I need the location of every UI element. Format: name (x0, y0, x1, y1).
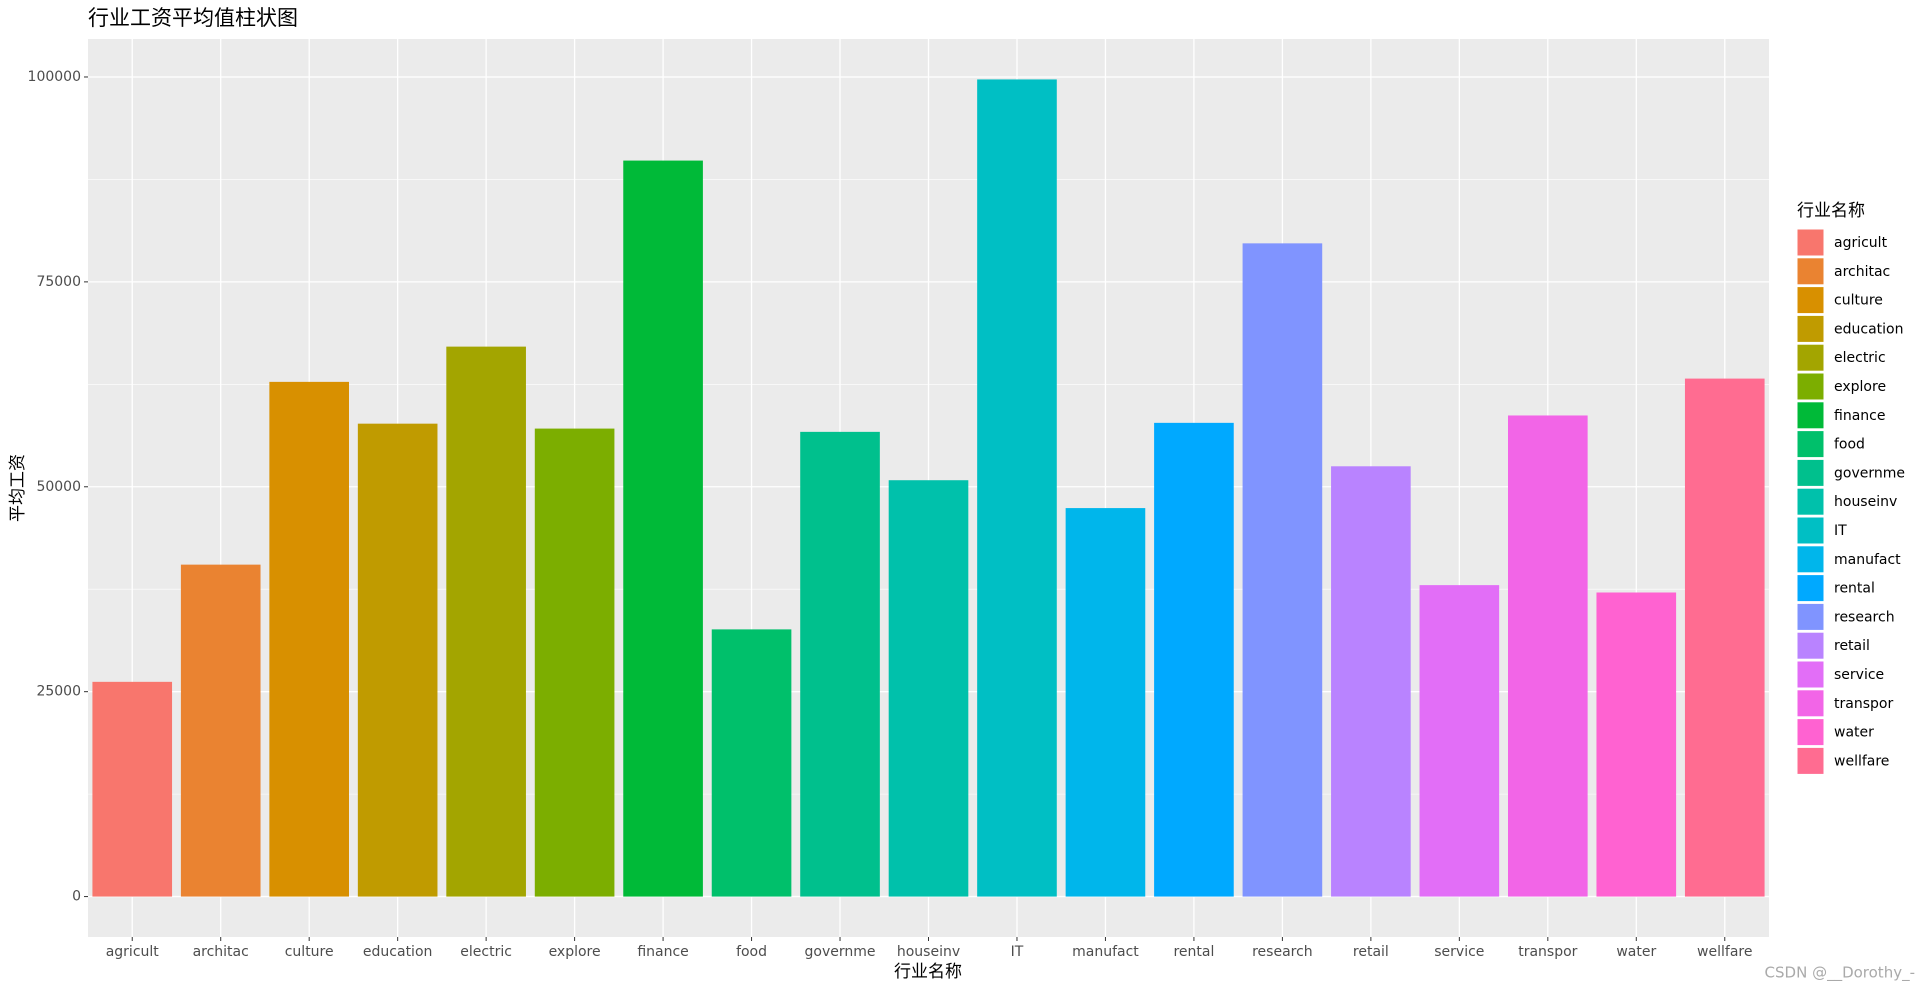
legend-label: transpor (1834, 696, 1893, 712)
chart-title: 行业工资平均值柱状图 (88, 6, 298, 30)
x-tick-label: electric (460, 944, 512, 960)
y-tick-label: 25000 (36, 684, 81, 700)
legend-key (1796, 458, 1825, 487)
bar (269, 381, 349, 897)
bar (92, 681, 173, 897)
legend-key (1796, 602, 1825, 631)
x-tick-label: water (1616, 944, 1656, 960)
legend-label: education (1834, 321, 1903, 337)
legend-label: food (1834, 437, 1865, 453)
y-axis-title: 平均工资 (8, 454, 28, 522)
legend-key (1796, 430, 1825, 459)
y-tick-label: 0 (72, 889, 81, 905)
legend-label: culture (1834, 293, 1883, 309)
bar (180, 564, 261, 897)
legend-label: rental (1834, 581, 1875, 597)
bar (800, 431, 880, 897)
bar (623, 160, 703, 897)
y-tick-label: 50000 (36, 479, 81, 495)
x-tick-label: education (363, 944, 432, 960)
x-tick-label: food (736, 944, 767, 960)
bar (1419, 585, 1500, 897)
legend-key (1796, 401, 1825, 430)
legend-label: manufact (1834, 552, 1901, 568)
bar (357, 423, 438, 897)
legend-label: retail (1834, 638, 1870, 654)
legend-key (1796, 746, 1825, 775)
legend-label: houseinv (1834, 494, 1897, 510)
bar (1242, 243, 1323, 897)
legend-key (1796, 689, 1825, 718)
x-tick-label: agricult (106, 944, 160, 960)
legend-label: service (1834, 667, 1884, 683)
x-tick-label: retail (1353, 944, 1389, 960)
bar (1508, 415, 1588, 897)
bar (1331, 466, 1411, 897)
bar (1596, 592, 1677, 897)
x-tick-label: IT (1011, 944, 1024, 960)
x-tick-label: transpor (1518, 944, 1577, 960)
legend-key (1796, 631, 1825, 660)
legend-key (1796, 660, 1825, 689)
legend-label: architac (1834, 264, 1890, 280)
x-tick-label: service (1434, 944, 1484, 960)
legend-label: water (1834, 725, 1874, 741)
legend-label: explore (1834, 379, 1886, 395)
x-tick-label: research (1252, 944, 1313, 960)
x-tick-label: architac (193, 944, 249, 960)
legend-key (1796, 718, 1825, 747)
watermark: CSDN @__Dorothy_- (1765, 964, 1915, 983)
bar (888, 480, 969, 897)
bar (1684, 378, 1765, 897)
legend-key (1796, 343, 1825, 372)
legend-label: research (1834, 609, 1895, 625)
bar (534, 428, 615, 897)
legend-key (1796, 545, 1825, 574)
y-tick-label: 100000 (28, 69, 81, 85)
bar (1065, 508, 1146, 897)
legend-key (1796, 286, 1825, 315)
legend-key (1796, 487, 1825, 516)
x-tick-label: finance (637, 944, 688, 960)
legend-key (1796, 257, 1825, 286)
legend-key (1796, 228, 1825, 257)
x-tick-label: governme (805, 944, 876, 960)
legend-key (1796, 372, 1825, 401)
x-tick-label: rental (1173, 944, 1214, 960)
x-axis-title: 行业名称 (894, 962, 962, 982)
legend-key (1796, 516, 1825, 545)
x-tick-label: houseinv (897, 944, 960, 960)
legend-label: finance (1834, 408, 1885, 424)
legend-label: governme (1834, 465, 1905, 481)
bar (711, 629, 792, 897)
x-tick-label: explore (549, 944, 601, 960)
y-tick-label: 75000 (36, 274, 81, 290)
legend-label: wellfare (1834, 753, 1889, 769)
legend-label: agricult (1834, 235, 1888, 251)
bar (977, 79, 1057, 897)
legend-key (1796, 574, 1825, 603)
legend-title: 行业名称 (1797, 201, 1865, 221)
bar (1154, 422, 1234, 897)
legend-label: IT (1834, 523, 1847, 539)
x-tick-label: wellfare (1697, 944, 1752, 960)
x-tick-label: manufact (1072, 944, 1139, 960)
legend-key (1796, 314, 1825, 343)
x-tick-label: culture (285, 944, 334, 960)
bar (446, 346, 526, 897)
legend-label: electric (1834, 350, 1886, 366)
